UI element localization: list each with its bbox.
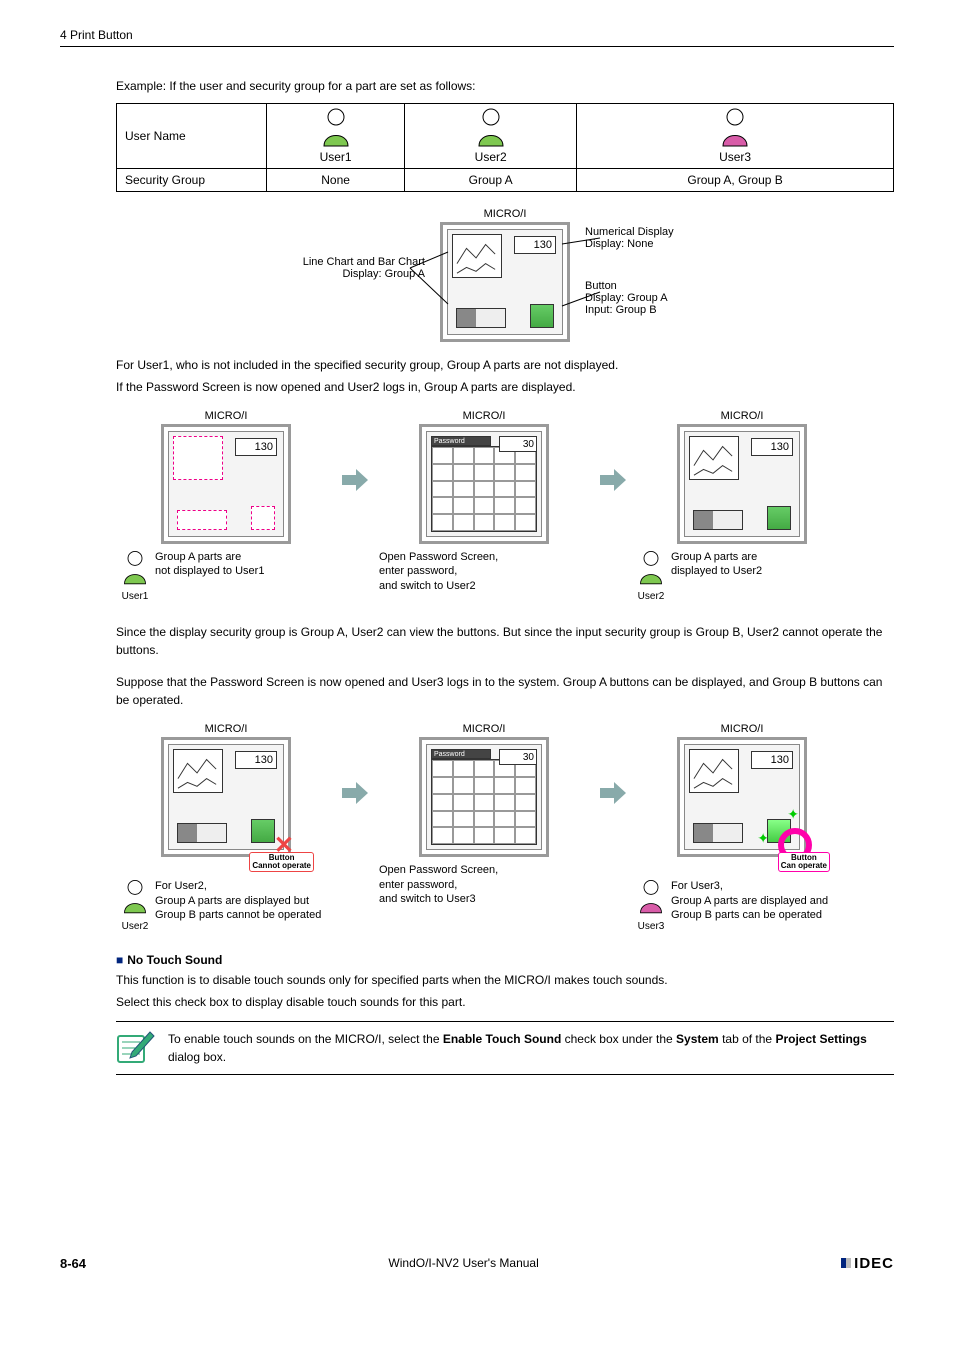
seq1-device2: Password 30 <box>419 424 549 544</box>
page-header: 4 Print Button <box>60 28 894 47</box>
chart-hidden-icon <box>173 436 223 480</box>
para-user2-login: If the Password Screen is now opened and… <box>116 378 894 396</box>
idec-logo: IDEC <box>841 1255 894 1272</box>
user1-name: User1 <box>320 150 352 164</box>
seq2-col1: MICRO/I 130 ✕ ButtonCannot operate User2… <box>116 723 336 932</box>
seq2-cap3: User3 For User3, Group A parts are displ… <box>637 879 847 932</box>
seq1-arrow1 <box>340 410 370 550</box>
bar-icon <box>177 823 227 843</box>
user2-group: Group A <box>405 169 577 192</box>
arrow-right-icon <box>340 778 370 808</box>
seq2-arrow1 <box>340 723 370 863</box>
seq1-col2: MICRO/I Password 30 Open Password Screen… <box>374 410 594 593</box>
seq2-arrow2 <box>598 723 628 863</box>
chart-box-icon <box>452 234 502 278</box>
password-keypad-icon: Password 30 <box>431 436 537 532</box>
nts-p1: This function is to disable touch sounds… <box>116 971 894 989</box>
password-keypad-icon: Password 30 <box>431 749 537 845</box>
seq1-cap3: User2 Group A parts are displayed to Use… <box>637 550 847 603</box>
bar-hidden-icon <box>177 510 227 530</box>
seq2-col2: MICRO/I Password 30 Open Password Screen… <box>374 723 594 906</box>
center-diagram: MICRO/I 130 Line Chart and Bar Chart Dis… <box>116 208 894 342</box>
user2-small-icon <box>637 550 665 586</box>
num-icon: 130 <box>235 438 277 456</box>
page-footer: 8-64 WindO/I-NV2 User's Manual IDEC <box>60 1255 894 1272</box>
row-username-label: User Name <box>117 104 267 169</box>
num-icon: 130 <box>751 751 793 769</box>
user2-small-icon <box>121 879 149 915</box>
seq2-device3: 130 ✦ ✦ ButtonCan operate <box>677 737 807 857</box>
chart-icon <box>689 749 739 793</box>
device-frame-center: 130 <box>440 222 570 342</box>
bar-icon <box>693 823 743 843</box>
num-icon: 130 <box>235 751 277 769</box>
user3-name-cell: User3 <box>577 104 894 169</box>
num-icon: 130 <box>751 438 793 456</box>
seq2-cap1: User2 For User2, Group A parts are displ… <box>121 879 331 932</box>
sequence-2: MICRO/I 130 ✕ ButtonCannot operate User2… <box>116 723 894 932</box>
seq1-arrow2 <box>598 410 628 550</box>
seq2-device2: Password 30 <box>419 737 549 857</box>
seq1-cap1: User1 Group A parts are not displayed to… <box>121 550 331 603</box>
numeric-display: 130 <box>514 236 556 254</box>
bar-chart-icon <box>456 308 506 328</box>
row-group-label: Security Group <box>117 169 267 192</box>
user1-icon <box>320 108 352 148</box>
chart-icon <box>689 436 739 480</box>
connector-left <box>410 238 450 308</box>
nts-p2: Select this check box to display disable… <box>116 993 894 1011</box>
user1-name-cell: User1 <box>267 104 405 169</box>
user2-name-cell: User2 <box>405 104 577 169</box>
user1-group: None <box>267 169 405 192</box>
bar-icon <box>693 510 743 530</box>
user3-group: Group A, Group B <box>577 169 894 192</box>
user3-name: User3 <box>719 150 751 164</box>
para-user1: For User1, who is not included in the sp… <box>116 356 894 374</box>
sequence-1: MICRO/I 130 User1 Group A parts are not … <box>116 410 894 603</box>
user3-small-icon <box>637 879 665 915</box>
seq1-col1: MICRO/I 130 User1 Group A parts are not … <box>116 410 336 603</box>
example-intro: Example: If the user and security group … <box>116 79 894 93</box>
page-number: 8-64 <box>60 1256 86 1271</box>
no-touch-sound-section: ■No Touch Sound This function is to disa… <box>116 953 894 1011</box>
user1-small-icon <box>121 550 149 586</box>
para-user3-login: Suppose that the Password Screen is now … <box>116 673 894 709</box>
btn-hidden-icon <box>251 506 275 530</box>
callout-chart: Line Chart and Bar Chart Display: Group … <box>255 256 425 280</box>
seq2-device1: 130 ✕ ButtonCannot operate <box>161 737 291 857</box>
user2-icon <box>475 108 507 148</box>
seq1-cap2: Open Password Screen, enter password, an… <box>379 550 589 593</box>
idec-box-icon <box>841 1258 851 1268</box>
manual-title: WindO/I-NV2 User's Manual <box>388 1256 538 1270</box>
micro-label-center: MICRO/I <box>440 208 570 220</box>
user3-icon <box>719 108 751 148</box>
note-pencil-icon <box>116 1030 156 1066</box>
arrow-right-icon <box>598 465 628 495</box>
sparkle-icon: ✦ <box>787 806 799 823</box>
seq2-cap2: Open Password Screen, enter password, an… <box>379 863 589 906</box>
header-title: 4 Print Button <box>60 28 133 42</box>
nts-heading: ■No Touch Sound <box>116 953 894 967</box>
cannot-operate-flag: ButtonCannot operate <box>249 852 314 872</box>
connector-right <box>560 232 600 312</box>
button-icon <box>530 304 554 328</box>
sparkle-icon: ✦ <box>757 830 769 847</box>
user2-name: User2 <box>475 150 507 164</box>
btn-icon <box>767 506 791 530</box>
seq2-col3: MICRO/I 130 ✦ ✦ ButtonCan operate User3 … <box>632 723 852 932</box>
note-box: To enable touch sounds on the MICRO/I, s… <box>116 1021 894 1075</box>
note-text: To enable touch sounds on the MICRO/I, s… <box>168 1030 894 1066</box>
callout-button: Button Display: Group A Input: Group B <box>585 280 755 316</box>
arrow-right-icon <box>340 465 370 495</box>
seq1-device1: 130 <box>161 424 291 544</box>
user-security-table: User Name User1 User2 User3 Security Gro… <box>116 103 894 192</box>
callout-numdisp: Numerical Display Display: None <box>585 226 755 250</box>
para-user2-operate: Since the display security group is Grou… <box>116 623 894 659</box>
seq1-col3: MICRO/I 130 User2 Group A parts are disp… <box>632 410 852 603</box>
arrow-right-icon <box>598 778 628 808</box>
btn-icon <box>251 819 275 843</box>
seq1-device3: 130 <box>677 424 807 544</box>
can-operate-flag: ButtonCan operate <box>778 852 830 872</box>
chart-icon <box>173 749 223 793</box>
